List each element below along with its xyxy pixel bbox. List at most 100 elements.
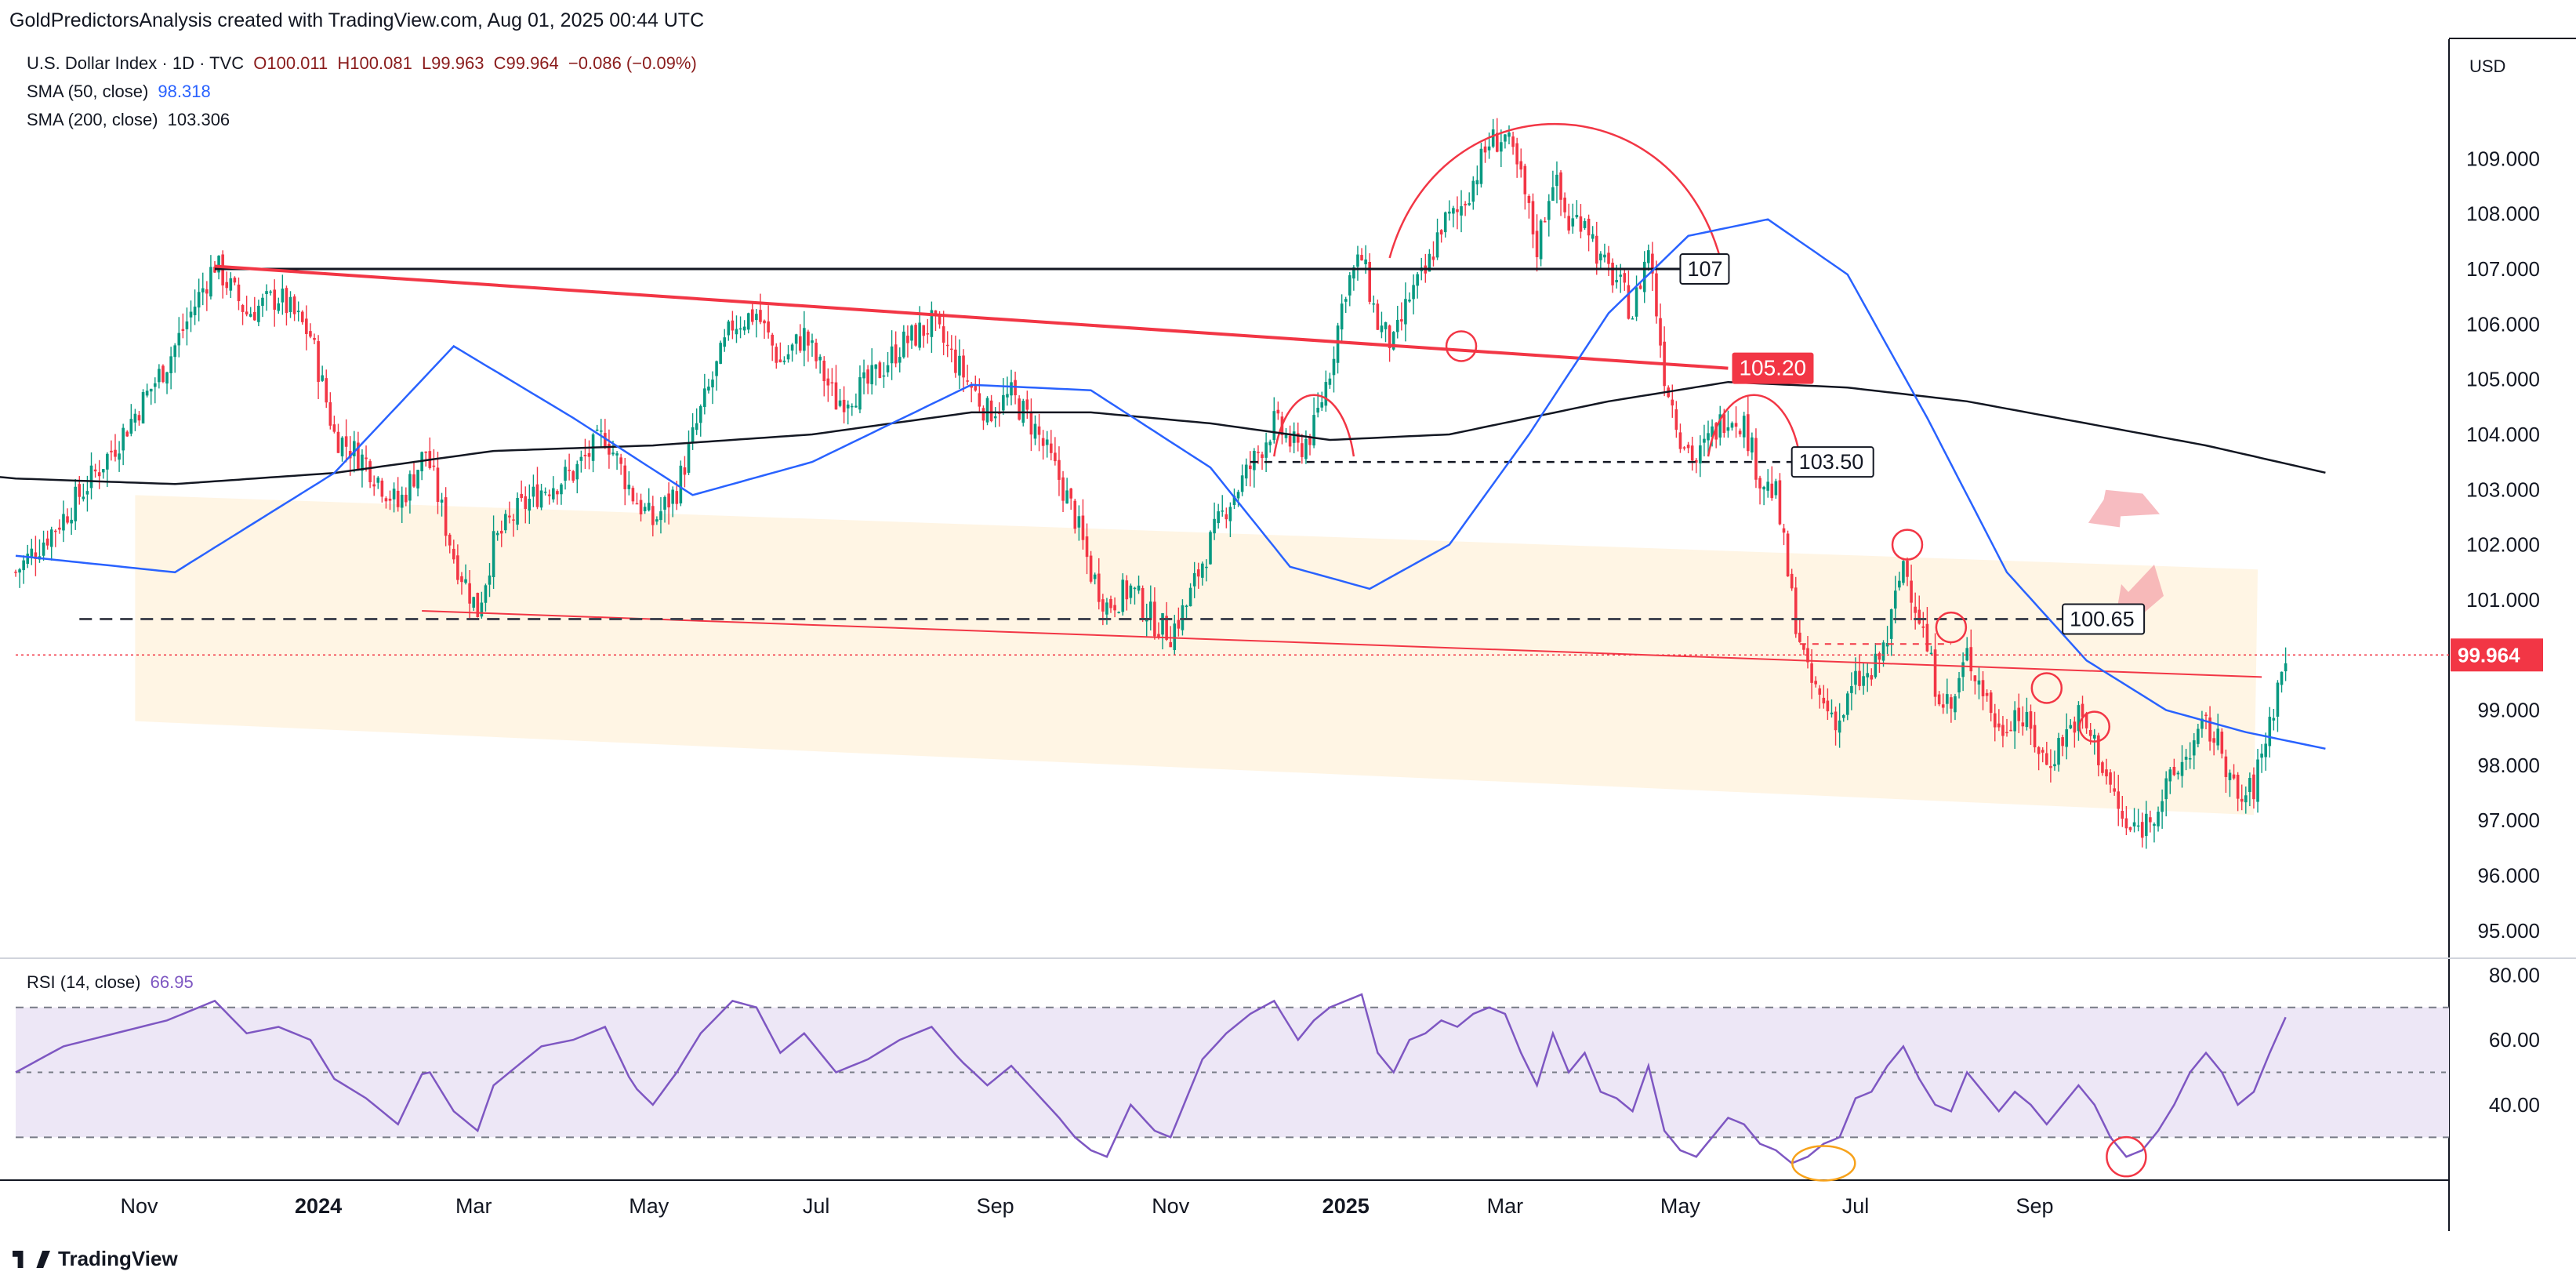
candle-body [1320, 402, 1324, 408]
candle-body [165, 372, 169, 384]
sma200-legend[interactable]: SMA (200, close) 103.306 [27, 110, 230, 130]
time-axis[interactable]: SepNov2024MarMayJulSepNov2025MarMayJulSe… [0, 1194, 2054, 1218]
price-tick-label: 98.000 [2477, 754, 2540, 777]
candle-body [1686, 445, 1690, 449]
candle-body [1443, 212, 1447, 233]
currency-selector[interactable]: USD [2469, 56, 2506, 76]
candle-body [348, 451, 352, 459]
candle-body [1511, 136, 1515, 147]
candle-body [1703, 438, 1706, 443]
candle-body [460, 576, 463, 583]
candle-body [834, 382, 838, 410]
candle-body [133, 413, 137, 423]
candle-body [587, 452, 591, 457]
candle-body [1822, 697, 1826, 703]
candle-body [452, 548, 455, 560]
rsi-axis[interactable]: 80.00 60.00 40.00 [2489, 963, 2540, 1117]
candle-body [1045, 439, 1049, 445]
candle-body [173, 345, 176, 358]
candle-body [365, 457, 368, 460]
candle-body [1634, 287, 1638, 317]
candle-body [114, 449, 117, 457]
sma50-line[interactable] [15, 218, 2326, 750]
candle-body [1157, 634, 1160, 638]
candle-body [532, 486, 535, 497]
candle-body [1814, 681, 1817, 685]
candle-body [1866, 673, 1869, 678]
dome-arc-small-1[interactable] [1273, 394, 1355, 457]
candle-body [145, 391, 149, 396]
candle-body [711, 380, 714, 387]
candle-body [106, 453, 109, 470]
candle-body [1037, 426, 1041, 435]
downtrend-line[interactable] [214, 264, 1729, 370]
candle-body [719, 343, 722, 364]
candlestick-series[interactable] [14, 118, 2288, 849]
candle-body [1730, 423, 1734, 428]
candle-body [830, 382, 834, 383]
candle-body [950, 348, 953, 351]
candle-body [1551, 187, 1555, 201]
candle-body [1471, 180, 1475, 202]
candle-body [1097, 573, 1101, 602]
candle-body [1997, 723, 2001, 728]
candle-body [1328, 378, 1332, 385]
symbol-name[interactable]: U.S. Dollar Index · 1D · TVC [27, 53, 245, 73]
label-107[interactable]: 107 [1679, 253, 1730, 285]
candle-body [1288, 435, 1292, 447]
candle-body [1448, 211, 1451, 214]
candle-body [1054, 452, 1057, 462]
candle-body [675, 491, 679, 504]
candle-body [564, 467, 567, 481]
candle-body [906, 336, 909, 343]
candle-body [1192, 572, 1196, 587]
label-105-20[interactable]: 105.20 [1732, 352, 1814, 384]
candle-body [1033, 423, 1037, 439]
candle-body [1348, 275, 1351, 296]
time-tick-label: May [1660, 1194, 1701, 1218]
rsi-value: 66.95 [150, 972, 194, 992]
sma50-legend[interactable]: SMA (50, close) 98.318 [27, 82, 211, 102]
lower-trend-line[interactable] [422, 610, 2262, 678]
candle-body [1061, 477, 1065, 501]
price-tick-label: 96.000 [2477, 864, 2540, 888]
tradingview-logo[interactable]: TradingView [13, 1247, 178, 1271]
candle-body [1885, 643, 1889, 647]
candle-body [89, 465, 93, 489]
rsi-line[interactable] [15, 993, 2287, 1164]
candle-body [608, 443, 611, 455]
label-103-50[interactable]: 103.50 [1791, 446, 1874, 478]
sma50-value: 98.318 [158, 82, 211, 101]
candle-body [1567, 216, 1570, 231]
price-axis[interactable]: 109.000 108.000 107.000 106.000 105.000 104.0… [2466, 147, 2540, 942]
label-100-65[interactable]: 100.65 [2062, 603, 2146, 635]
candle-body [962, 355, 965, 378]
candle-body [340, 438, 344, 456]
candle-body [1651, 253, 1654, 274]
candle-body [229, 278, 233, 291]
candle-body [882, 375, 886, 377]
candle-body [715, 361, 718, 376]
candle-body [1069, 488, 1072, 499]
rsi-legend[interactable]: RSI (14, close) 66.95 [27, 972, 194, 993]
candle-body [492, 531, 495, 577]
price-tick-label: 95.000 [2477, 919, 2540, 943]
candle-body [543, 492, 547, 493]
candle-body [1308, 435, 1312, 445]
candle-body [1089, 555, 1093, 582]
candle-body [1500, 142, 1503, 152]
candle-body [1340, 303, 1344, 330]
candle-body [615, 453, 619, 456]
candle-body [1854, 670, 1857, 685]
candle-body [1141, 587, 1145, 619]
dome-arc-big[interactable] [1388, 122, 1722, 259]
dome-arc-small-2[interactable] [1707, 394, 1801, 457]
candle-body [1253, 450, 1256, 470]
candle-body [2149, 817, 2152, 823]
candle-body [253, 311, 256, 321]
candle-body [579, 456, 583, 461]
candle-body [468, 583, 471, 604]
candle-body [1018, 398, 1021, 420]
sma200-line[interactable] [0, 380, 2326, 485]
